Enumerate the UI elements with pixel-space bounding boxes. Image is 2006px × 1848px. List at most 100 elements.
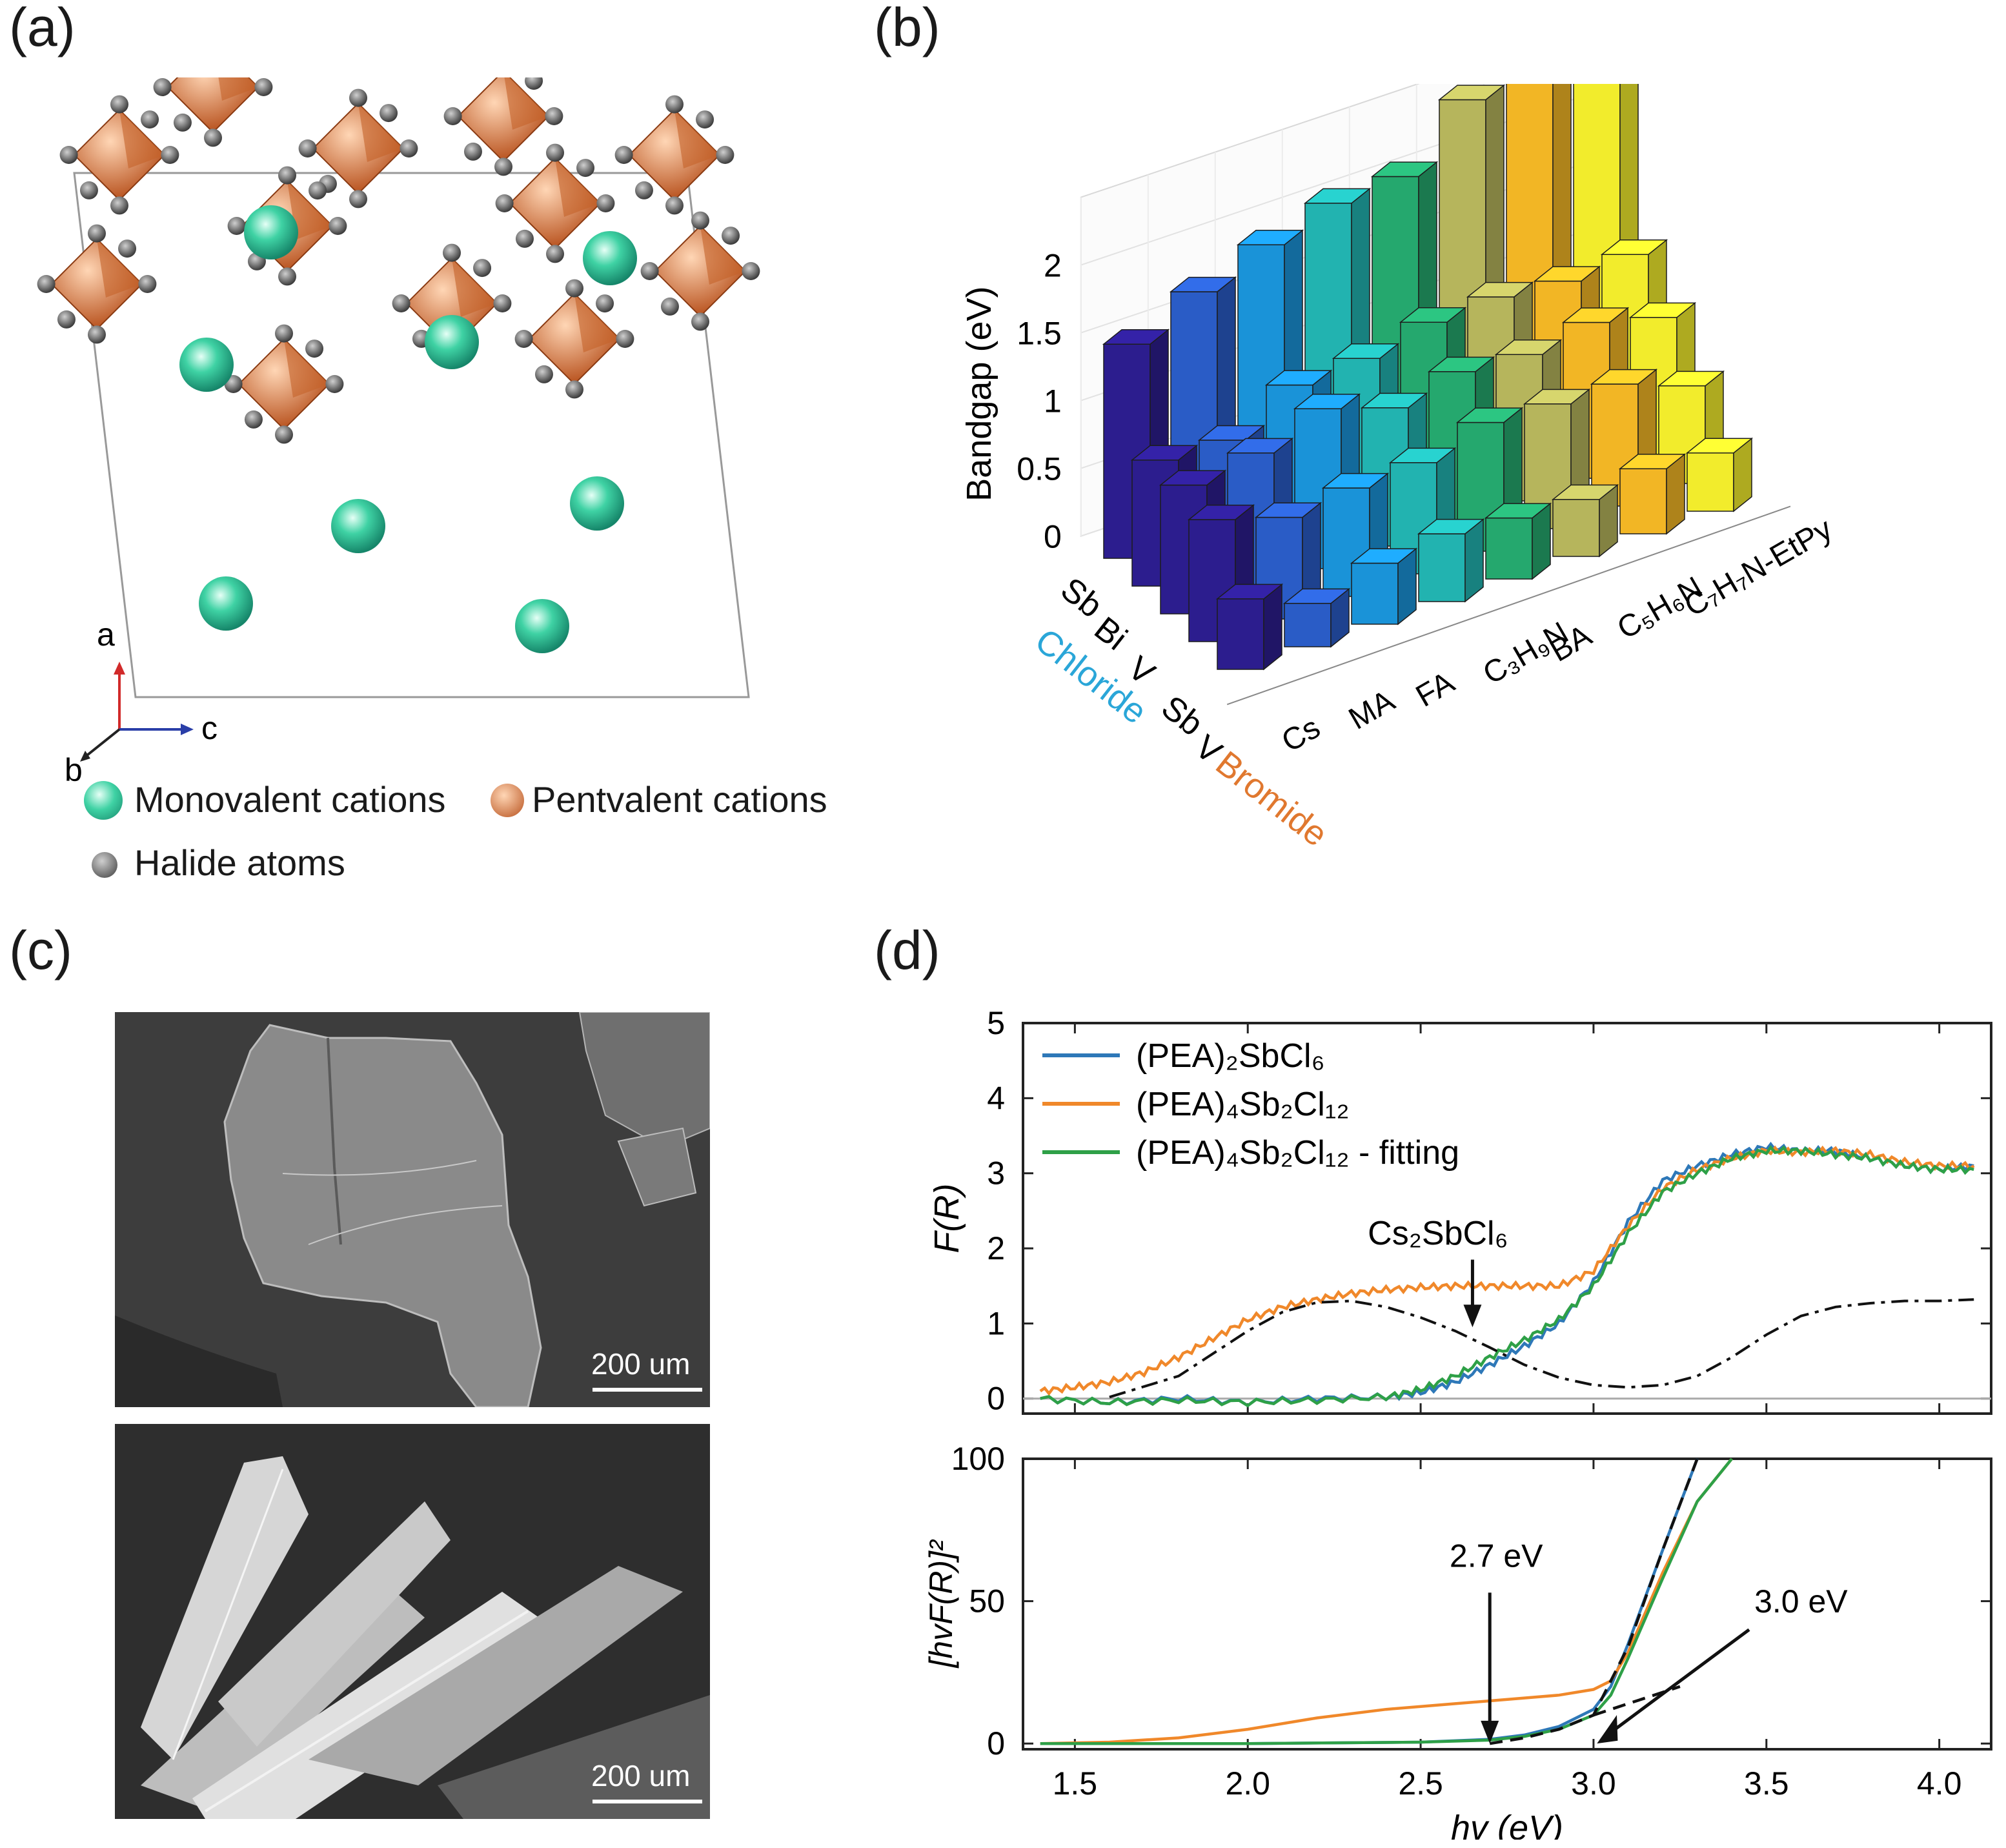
bar-top bbox=[1226, 438, 1294, 454]
legend-label: (PEA)₂SbCl₆ bbox=[1136, 1037, 1325, 1075]
y-tick-label-top: 5 bbox=[987, 1005, 1005, 1041]
monovalent-cation bbox=[570, 476, 624, 531]
arrowhead-2-7ev bbox=[1481, 1720, 1499, 1744]
bar-top bbox=[1628, 302, 1697, 318]
y-axis-title-bottom: [hvF(R)]² bbox=[923, 1539, 959, 1669]
halide-atom bbox=[473, 259, 492, 278]
halide-atom bbox=[614, 146, 633, 164]
bar-top bbox=[1551, 484, 1619, 500]
octahedron bbox=[614, 95, 735, 215]
halide-atom bbox=[596, 294, 614, 313]
bar-top bbox=[1102, 329, 1170, 345]
bar-top bbox=[1417, 518, 1485, 534]
bar-top bbox=[1484, 503, 1552, 519]
octahedron-shade bbox=[284, 339, 329, 398]
bar-top bbox=[1370, 161, 1439, 178]
spectrum-line bbox=[1039, 1145, 1975, 1396]
x-tick-label: 1.5 bbox=[1053, 1765, 1098, 1802]
annotation-3-0ev: 3.0 eV bbox=[1754, 1583, 1848, 1620]
row-label: Sb bbox=[1054, 571, 1109, 625]
category-label: Cs bbox=[1276, 711, 1326, 759]
row-label: Sb bbox=[1155, 689, 1210, 744]
halide-atom bbox=[298, 139, 317, 157]
halide-atom bbox=[493, 294, 512, 312]
bar bbox=[1685, 437, 1754, 513]
halide-atom bbox=[400, 139, 418, 157]
x-tick-label: 2.5 bbox=[1398, 1765, 1443, 1802]
bar bbox=[1551, 483, 1619, 558]
bar-top bbox=[1169, 276, 1237, 292]
tauc-line bbox=[1040, 1457, 1733, 1745]
bar-top bbox=[1187, 504, 1255, 520]
y-axis: 0 0.5 1 1.5 2 Bandgap (eV) bbox=[960, 248, 1062, 555]
bar-top bbox=[1236, 230, 1304, 245]
bar-top bbox=[1360, 392, 1428, 409]
legend-label: (PEA)₄Sb₂Cl₁₂ - fitting bbox=[1136, 1134, 1459, 1172]
sem-image-bottom: 200 um bbox=[115, 1424, 710, 1819]
monovalent-legend-label: Monovalent cations bbox=[134, 779, 446, 820]
halide-atom bbox=[640, 262, 659, 280]
y-tick-label-bottom: 50 bbox=[969, 1583, 1005, 1620]
bar-top bbox=[1350, 548, 1418, 564]
bar-front bbox=[1687, 452, 1734, 512]
halide-atom bbox=[278, 267, 296, 286]
category-label: FA bbox=[1410, 665, 1460, 714]
halide-atom bbox=[305, 340, 324, 358]
halide-atom bbox=[227, 217, 246, 235]
bar-top bbox=[1494, 340, 1563, 355]
annotation-cs2sbcl6: Cs₂SbCl₆ bbox=[1368, 1215, 1508, 1252]
halide-atom bbox=[380, 104, 398, 123]
monovalent-cation bbox=[199, 576, 253, 631]
octahedron-shade bbox=[218, 77, 258, 101]
monovalent-cation bbox=[515, 599, 569, 653]
axis-a-label: a bbox=[97, 616, 115, 653]
octahedron bbox=[514, 279, 634, 399]
bar-top bbox=[1466, 281, 1534, 298]
monovalent-cation bbox=[179, 338, 234, 392]
bar-top bbox=[1197, 425, 1266, 441]
halide-atom bbox=[494, 157, 512, 176]
octahedron-shade bbox=[358, 103, 403, 162]
bar bbox=[1350, 547, 1418, 625]
bar-top bbox=[1427, 356, 1495, 372]
halide-atom bbox=[254, 78, 273, 96]
bar-top bbox=[1321, 472, 1390, 489]
octahedron-shade bbox=[287, 181, 332, 239]
halide-atom bbox=[665, 196, 684, 215]
pentvalent-legend-swatch bbox=[491, 784, 524, 817]
halide-atom bbox=[173, 113, 192, 132]
halide-atom bbox=[244, 410, 263, 429]
bar-front bbox=[1284, 603, 1332, 647]
octahedra-group bbox=[37, 77, 760, 444]
octahedron bbox=[495, 143, 615, 263]
crystal-structure: a c b bbox=[37, 77, 760, 788]
bar bbox=[1215, 583, 1284, 671]
monovalent-legend-swatch bbox=[84, 781, 123, 820]
halide-atom bbox=[138, 275, 157, 293]
bar-top bbox=[1282, 588, 1351, 604]
halide-atom bbox=[443, 107, 462, 125]
halide-atom bbox=[742, 262, 760, 280]
panel-label-a: (a) bbox=[9, 0, 76, 57]
halide-atom bbox=[616, 330, 634, 348]
y-tick-label-top: 0 bbox=[987, 1381, 1005, 1417]
halide-atom bbox=[57, 310, 76, 329]
sem-rod-crystals bbox=[115, 1424, 710, 1819]
bar-top bbox=[1215, 584, 1284, 600]
axis-c-label: c bbox=[201, 710, 218, 746]
halide-atom bbox=[576, 159, 595, 178]
bar-top bbox=[1130, 445, 1199, 461]
halide-atom bbox=[691, 312, 709, 331]
bar-front bbox=[1418, 533, 1466, 602]
spectra-legend: (PEA)₂SbCl₆ (PEA)₄Sb₂Cl₁₂ (PEA)₄Sb₂Cl₁₂ - … bbox=[1042, 1037, 1459, 1172]
bar bbox=[1417, 518, 1485, 603]
y-tick-label-top: 3 bbox=[987, 1155, 1005, 1192]
halide-atom bbox=[696, 110, 714, 129]
category-label: C₇H₇N-EtPy bbox=[1679, 512, 1838, 624]
bar-front bbox=[1485, 517, 1533, 580]
octahedron-shade bbox=[555, 158, 600, 217]
legend-label: (PEA)₄Sb₂Cl₁₂ bbox=[1136, 1086, 1350, 1123]
category-label: MA bbox=[1343, 684, 1401, 736]
annotation-2-7ev: 2.7 eV bbox=[1450, 1538, 1543, 1574]
